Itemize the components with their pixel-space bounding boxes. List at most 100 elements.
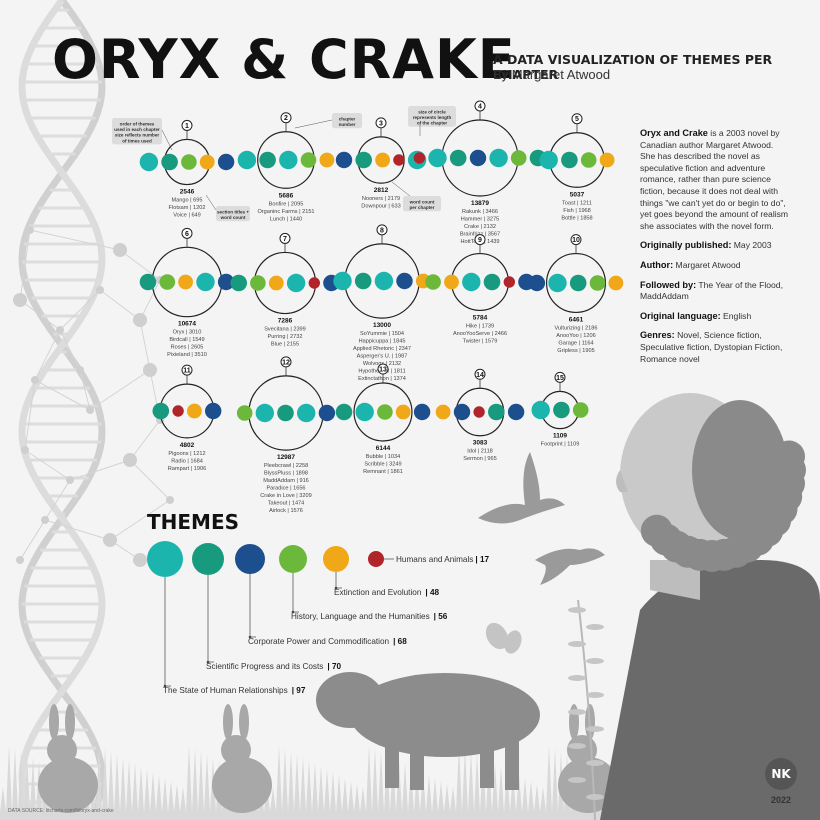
pig-snout [322,698,338,714]
section-label: Scribble | 3249 [364,461,401,467]
section-label: Nooners | 2179 [362,196,400,202]
molecule-bond [19,519,46,561]
theme-dot-science [277,404,294,422]
info-published: Originally published: May 2003 [640,240,772,251]
portrait-hair [640,400,806,572]
theme-dot-humans [308,277,320,289]
section-label: Voice | 649 [173,213,201,219]
theme-dot-corporate [217,273,235,291]
chapter-number-badge [474,100,486,112]
legend-label: History, Language and the Humanities [291,612,430,621]
fern-leaf [586,692,604,698]
molecule-bond [44,519,111,541]
info-intro: Oryx and Crake is a 2003 novel by Canadi… [640,128,789,231]
legend-leader-end [206,660,210,664]
rabbit-head [221,735,251,765]
legend-dot [368,551,384,567]
section-label: Oryx | 3010 [173,330,202,336]
theme-dot-relationships [286,273,306,293]
chapter-word-count: 13000 [373,322,391,329]
pig-leg [505,740,519,790]
theme-dot-science [355,151,373,169]
chapter-number-badge [474,368,486,380]
theme-dot-relationships [428,148,447,168]
rabbit-body [558,757,618,813]
legend-dot [323,546,349,572]
theme-dot-relationships [297,403,316,423]
molecule-node [123,453,137,467]
section-label: Takeout | 1474 [268,501,305,507]
section-label: Garage | 1164 [558,340,593,346]
fern-leaf [568,709,586,715]
section-label: Vulturizing | 2186 [555,325,598,331]
section-label: Downpour | 633 [361,204,400,210]
theme-dot-history [236,405,253,421]
theme-dot-corporate [528,274,546,292]
rabbit-head [47,735,77,765]
theme-dot-extinction [599,152,615,168]
theme-dot-relationships [374,271,394,291]
molecule-bond [139,319,151,371]
molecule-bond [34,379,91,411]
annotation-leader [205,194,217,211]
section-label: Mango | 695 [172,198,203,204]
section-label: AnooYoo | 1206 [556,333,596,339]
annotation-section: section titles +word count [216,206,250,222]
molecule-node [66,476,74,484]
fern-leaf [568,777,586,783]
legend-label: Humans and Animals [396,555,473,564]
chapter-word-count: 1109 [553,433,567,440]
theme-dot-extinction [187,403,202,419]
molecule-bond [19,229,31,301]
annotation-text: number [339,122,356,127]
section-label: Footprint | 1109 [541,442,580,448]
chapter-number-badge [377,363,389,375]
theme-dot-history [181,154,197,170]
chapter-number: 4 [478,104,482,111]
theme-dot-corporate [453,403,471,421]
theme-dot-relationships [255,403,274,423]
chapter-number: 6 [185,231,189,238]
theme-dot-relationships [279,150,298,170]
legend-count: | 68 [393,637,407,646]
legend-count: | 97 [292,686,306,695]
fern-leaf [586,658,604,664]
theme-dot-science [161,153,178,171]
section-label: Sermon | 965 [463,456,496,462]
section-label: Pixieland | 3510 [167,352,207,358]
section-label: Pleebcrawl | 2258 [264,463,308,469]
molecule-node [26,226,34,234]
pig-leg [410,740,424,790]
molecule-node [13,293,27,307]
butterfly-wing [504,630,522,654]
chapter-word-count: 3083 [473,440,488,447]
annotation-text: order of themes [120,122,155,127]
theme-dot-relationships [355,402,374,422]
theme-dot-science [335,403,353,421]
theme-dot-relationships [531,400,550,420]
theme-dot-extinction [395,404,411,420]
section-label: Birdcall | 1549 [169,337,204,343]
portrait-nose [616,470,628,492]
legend-dot [192,543,224,575]
hair-back [692,400,788,540]
legend-label: The State of Human Relationships [163,686,288,695]
legend-item-corporate: Corporate Power and Commodification | 68 [235,544,407,646]
section-label: Blue | 2155 [271,342,299,348]
theme-dot-relationships [333,271,352,291]
molecule-bond [59,289,101,331]
annotation-text: used in each chapter [114,127,160,132]
theme-dot-science [488,403,505,421]
chapter-number: 13 [379,367,387,374]
theme-dot-extinction [199,154,215,170]
chapter-2: 2 5686 Bonfire | 2095 Organinc Farms | 2151… [237,112,335,222]
chapter-word-count: 6144 [376,445,391,452]
section-label: Twister | 1579 [463,338,498,344]
theme-dot-corporate [507,403,525,421]
legend-item-relationships: The State of Human Relationships | 97 [147,541,306,695]
portrait [600,393,820,820]
